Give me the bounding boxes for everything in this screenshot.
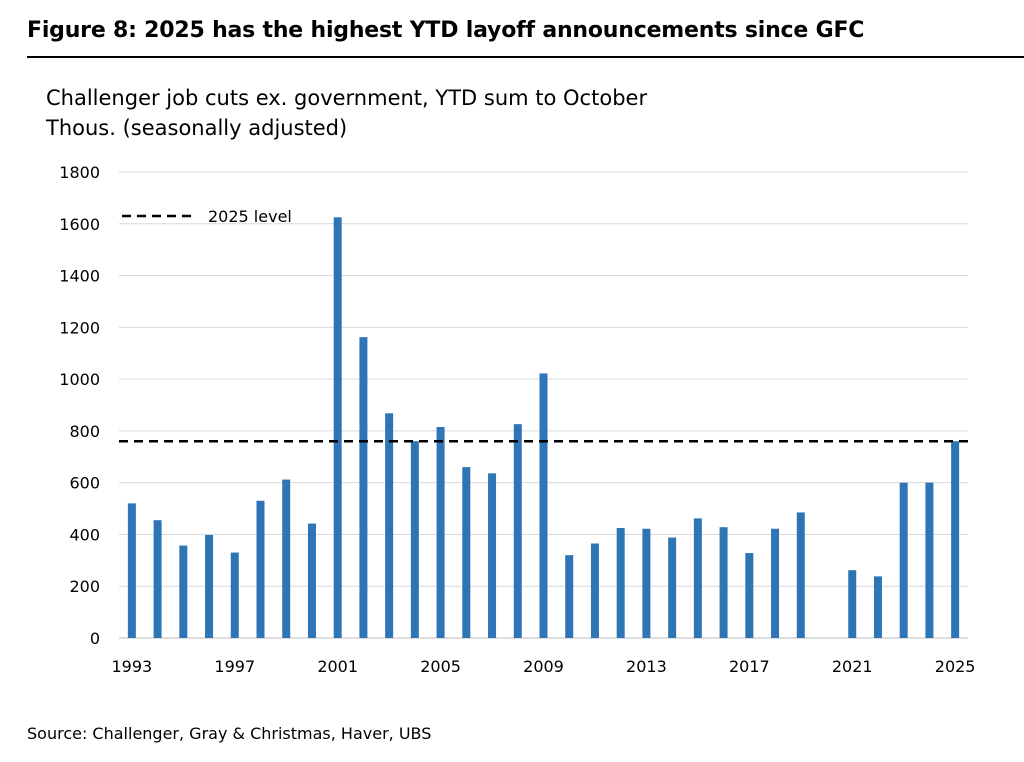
- bar-1995: [179, 545, 188, 638]
- bar-2019: [796, 512, 805, 638]
- x-tick-label: 2017: [729, 657, 770, 676]
- bar-1998: [256, 500, 265, 638]
- bar-2011: [590, 543, 599, 638]
- x-tick-label: 2013: [626, 657, 667, 676]
- y-tick-label: 200: [69, 577, 100, 596]
- bar-2022: [873, 576, 882, 638]
- bar-2000: [307, 523, 316, 638]
- bar-1997: [230, 552, 239, 638]
- bar-2005: [436, 427, 445, 638]
- bar-2015: [693, 518, 702, 638]
- x-tick-label: 1993: [112, 657, 153, 676]
- y-tick-label: 1600: [59, 215, 100, 234]
- x-tick-label: 2025: [935, 657, 976, 676]
- bar-2012: [616, 527, 625, 638]
- y-tick-label: 1200: [59, 318, 100, 337]
- x-axis-ticks: 1993 1997 2001 2005 2009 2013 2017 2021 2025: [112, 657, 976, 676]
- y-tick-label: 1000: [59, 370, 100, 389]
- bar-2021: [848, 570, 857, 638]
- legend-label: 2025 level: [208, 207, 292, 226]
- x-tick-label: 2009: [523, 657, 564, 676]
- bar-1993: [127, 503, 136, 638]
- figure-title: Figure 8: 2025 has the highest YTD layof…: [27, 18, 865, 43]
- bar-2014: [668, 537, 677, 638]
- y-tick-label: 800: [69, 422, 100, 441]
- bars: [127, 217, 960, 639]
- legend: 2025 level: [122, 207, 292, 226]
- bar-2003: [385, 413, 394, 638]
- bar-2013: [642, 528, 651, 638]
- y-tick-label: 0: [90, 629, 100, 648]
- bar-1999: [282, 479, 291, 638]
- bar-2010: [565, 555, 574, 638]
- bar-2018: [771, 528, 780, 638]
- y-tick-label: 600: [69, 474, 100, 493]
- bar-2001: [333, 217, 342, 639]
- y-tick-label: 400: [69, 525, 100, 544]
- source-note: Source: Challenger, Gray & Christmas, Ha…: [27, 724, 432, 743]
- title-divider: [27, 56, 1024, 58]
- bar-2006: [462, 467, 471, 638]
- bar-1996: [205, 534, 214, 638]
- x-tick-label: 2021: [832, 657, 873, 676]
- x-tick-label: 2005: [420, 657, 461, 676]
- x-tick-label: 2001: [317, 657, 358, 676]
- y-axis-ticks: 0 200 400 600 800 1000 1200 1400 1600 1800: [59, 163, 100, 648]
- x-tick-label: 1997: [214, 657, 255, 676]
- chart-subtitle: Thous. (seasonally adjusted): [46, 116, 348, 140]
- bar-2002: [359, 337, 368, 638]
- y-tick-label: 1800: [59, 163, 100, 182]
- bar-2009: [539, 373, 548, 638]
- bar-2008: [513, 424, 522, 638]
- chart-title: Challenger job cuts ex. government, YTD …: [46, 86, 648, 110]
- bar-2017: [745, 553, 754, 638]
- bar-2004: [410, 441, 419, 638]
- bar-2023: [899, 482, 908, 638]
- bar-2025: [951, 441, 960, 638]
- bar-2024: [925, 482, 934, 638]
- bar-2007: [488, 473, 497, 638]
- y-tick-label: 1400: [59, 267, 100, 286]
- bar-1994: [153, 520, 162, 638]
- bar-2016: [719, 527, 728, 638]
